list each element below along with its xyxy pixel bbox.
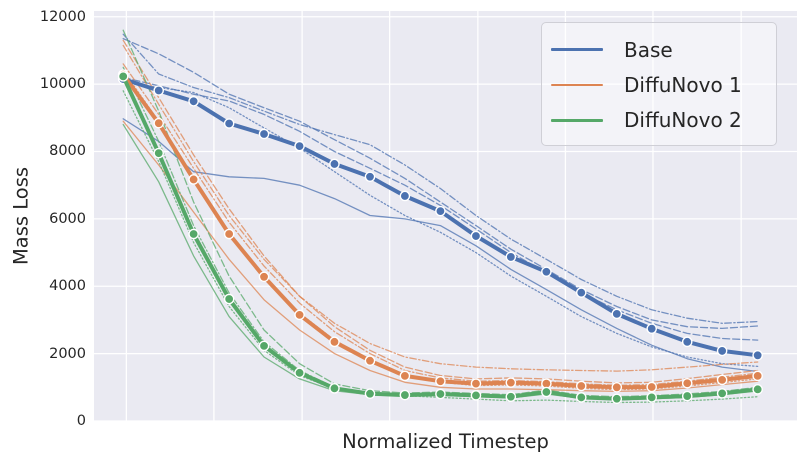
legend-label-diffunovo-1: DiffuNovo 1 xyxy=(624,72,742,97)
legend-line-sample-base xyxy=(551,48,603,51)
y-tick-label: 6000 xyxy=(49,211,86,227)
legend: Base DiffuNovo 1 DiffuNovo 2 xyxy=(541,22,777,146)
y-tick-label: 0 xyxy=(76,413,86,429)
y-tick-label: 4000 xyxy=(49,278,86,294)
y-axis-label: Mass Loss xyxy=(9,166,33,266)
legend-label-diffunovo-2: DiffuNovo 2 xyxy=(624,108,742,133)
legend-item-diffunovo-1: DiffuNovo 1 xyxy=(551,67,764,102)
legend-label-base: Base xyxy=(624,37,673,62)
legend-item-diffunovo-2: DiffuNovo 2 xyxy=(551,103,764,138)
legend-line-sample-diffunovo-1 xyxy=(551,83,603,87)
x-axis-label: Normalized Timestep xyxy=(342,430,549,453)
y-tick-label: 8000 xyxy=(49,143,86,159)
legend-item-base: Base xyxy=(551,32,764,67)
legend-line-sample-diffunovo-2 xyxy=(551,119,603,122)
y-tick-label: 10000 xyxy=(39,76,86,92)
y-tick-label: 12000 xyxy=(39,9,86,25)
y-tick-label: 2000 xyxy=(49,346,86,362)
